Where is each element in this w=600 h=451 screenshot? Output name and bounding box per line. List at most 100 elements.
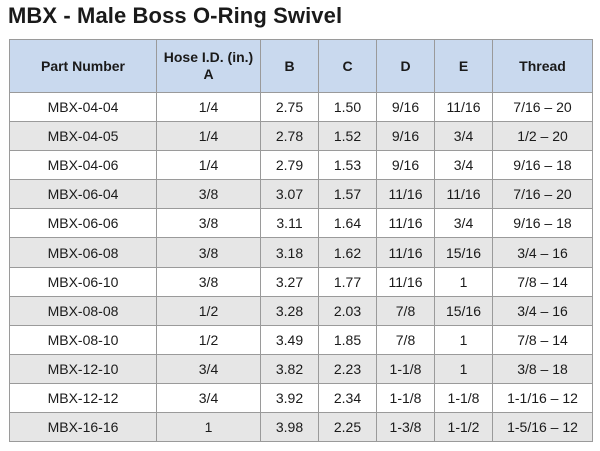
cell-c: 2.03 [318, 295, 377, 326]
cell-thread: 1/2 – 20 [492, 121, 593, 152]
cell-thread: 9/16 – 18 [492, 150, 593, 181]
cell-b: 3.49 [260, 324, 319, 355]
table-row: MBX-06-06 3/8 3.11 1.64 11/16 3/4 9/16 – 18 [9, 208, 593, 239]
table-row: MBX-08-08 1/2 3.28 2.03 7/8 15/16 3/4 – 16 [9, 295, 593, 326]
cell-b: 3.18 [260, 237, 319, 268]
spec-table: Part Number Hose I.D. (in.) A B C D E Th… [9, 39, 593, 443]
cell-c: 1.52 [318, 121, 377, 152]
cell-d: 11/16 [376, 237, 435, 268]
cell-b: 3.82 [260, 353, 319, 384]
cell-hose-id: 1/2 [156, 324, 261, 355]
header-part-number: Part Number [9, 39, 157, 93]
cell-d: 11/16 [376, 179, 435, 210]
cell-e: 3/4 [434, 150, 493, 181]
header-d: D [376, 39, 435, 93]
cell-part-number: MBX-06-04 [9, 179, 157, 210]
cell-d: 1-3/8 [376, 412, 435, 443]
cell-c: 1.64 [318, 208, 377, 239]
cell-part-number: MBX-04-04 [9, 91, 157, 123]
cell-b: 2.78 [260, 121, 319, 152]
header-thread: Thread [492, 39, 593, 93]
cell-part-number: MBX-12-10 [9, 353, 157, 384]
table-row: MBX-04-05 1/4 2.78 1.52 9/16 3/4 1/2 – 20 [9, 121, 593, 152]
table-row: MBX-04-06 1/4 2.79 1.53 9/16 3/4 9/16 – 18 [9, 150, 593, 181]
cell-d: 1-1/8 [376, 353, 435, 384]
cell-d: 11/16 [376, 208, 435, 239]
cell-b: 3.11 [260, 208, 319, 239]
cell-part-number: MBX-08-10 [9, 324, 157, 355]
cell-part-number: MBX-04-05 [9, 121, 157, 152]
page-title: MBX - Male Boss O-Ring Swivel [8, 3, 343, 28]
cell-e: 1 [434, 266, 493, 297]
header-hose-id: Hose I.D. (in.) A [156, 39, 261, 93]
cell-e: 15/16 [434, 237, 493, 268]
cell-thread: 7/16 – 20 [492, 91, 593, 123]
cell-part-number: MBX-08-08 [9, 295, 157, 326]
cell-hose-id: 1/4 [156, 91, 261, 123]
cell-thread: 3/4 – 16 [492, 295, 593, 326]
cell-d: 1-1/8 [376, 382, 435, 414]
cell-part-number: MBX-06-10 [9, 266, 157, 297]
cell-hose-id: 3/4 [156, 353, 261, 384]
cell-part-number: MBX-06-06 [9, 208, 157, 239]
cell-hose-id: 3/4 [156, 382, 261, 414]
cell-e: 1-1/2 [434, 412, 493, 443]
table-row: MBX-16-16 1 3.98 2.25 1-3/8 1-1/2 1-5/16 – 12 [9, 412, 593, 443]
table-row: MBX-12-12 3/4 3.92 2.34 1-1/8 1-1/8 1-1/16 – 1… [9, 382, 593, 414]
cell-e: 3/4 [434, 208, 493, 239]
cell-thread: 7/16 – 20 [492, 179, 593, 210]
cell-c: 1.62 [318, 237, 377, 268]
cell-e: 15/16 [434, 295, 493, 326]
cell-b: 2.79 [260, 150, 319, 181]
cell-hose-id: 1/4 [156, 150, 261, 181]
cell-thread: 3/8 – 18 [492, 353, 593, 384]
cell-e: 3/4 [434, 121, 493, 152]
cell-thread: 1-1/16 – 12 [492, 382, 593, 414]
cell-c: 1.85 [318, 324, 377, 355]
cell-c: 2.34 [318, 382, 377, 414]
cell-d: 7/8 [376, 295, 435, 326]
cell-part-number: MBX-12-12 [9, 382, 157, 414]
cell-d: 9/16 [376, 150, 435, 181]
cell-thread: 7/8 – 14 [492, 324, 593, 355]
cell-d: 9/16 [376, 91, 435, 123]
cell-b: 3.28 [260, 295, 319, 326]
header-hose-id-label: Hose I.D. (in.) [163, 49, 254, 65]
cell-c: 1.50 [318, 91, 377, 123]
cell-hose-id: 3/8 [156, 179, 261, 210]
cell-b: 3.92 [260, 382, 319, 414]
cell-b: 3.07 [260, 179, 319, 210]
cell-c: 2.25 [318, 412, 377, 443]
cell-b: 2.75 [260, 91, 319, 123]
table-row: MBX-04-04 1/4 2.75 1.50 9/16 11/16 7/16 – 20 [9, 91, 593, 123]
cell-c: 1.53 [318, 150, 377, 181]
cell-e: 11/16 [434, 91, 493, 123]
header-e: E [434, 39, 493, 93]
cell-c: 1.77 [318, 266, 377, 297]
cell-d: 11/16 [376, 266, 435, 297]
cell-hose-id: 3/8 [156, 237, 261, 268]
cell-hose-id: 3/8 [156, 208, 261, 239]
cell-part-number: MBX-06-08 [9, 237, 157, 268]
header-row: Part Number Hose I.D. (in.) A B C D E Th… [9, 39, 593, 93]
cell-e: 1 [434, 353, 493, 384]
cell-thread: 7/8 – 14 [492, 266, 593, 297]
cell-hose-id: 1/4 [156, 121, 261, 152]
cell-b: 3.27 [260, 266, 319, 297]
cell-hose-id: 3/8 [156, 266, 261, 297]
table-row: MBX-06-10 3/8 3.27 1.77 11/16 1 7/8 – 14 [9, 266, 593, 297]
cell-thread: 3/4 – 16 [492, 237, 593, 268]
cell-e: 1 [434, 324, 493, 355]
cell-hose-id: 1 [156, 412, 261, 443]
table-row: MBX-12-10 3/4 3.82 2.23 1-1/8 1 3/8 – 18 [9, 353, 593, 384]
cell-thread: 1-5/16 – 12 [492, 412, 593, 443]
header-hose-id-letter: A [203, 66, 214, 82]
cell-e: 1-1/8 [434, 382, 493, 414]
cell-hose-id: 1/2 [156, 295, 261, 326]
cell-part-number: MBX-16-16 [9, 412, 157, 443]
cell-b: 3.98 [260, 412, 319, 443]
header-c: C [318, 39, 377, 93]
cell-part-number: MBX-04-06 [9, 150, 157, 181]
table-row: MBX-08-10 1/2 3.49 1.85 7/8 1 7/8 – 14 [9, 324, 593, 355]
cell-c: 1.57 [318, 179, 377, 210]
